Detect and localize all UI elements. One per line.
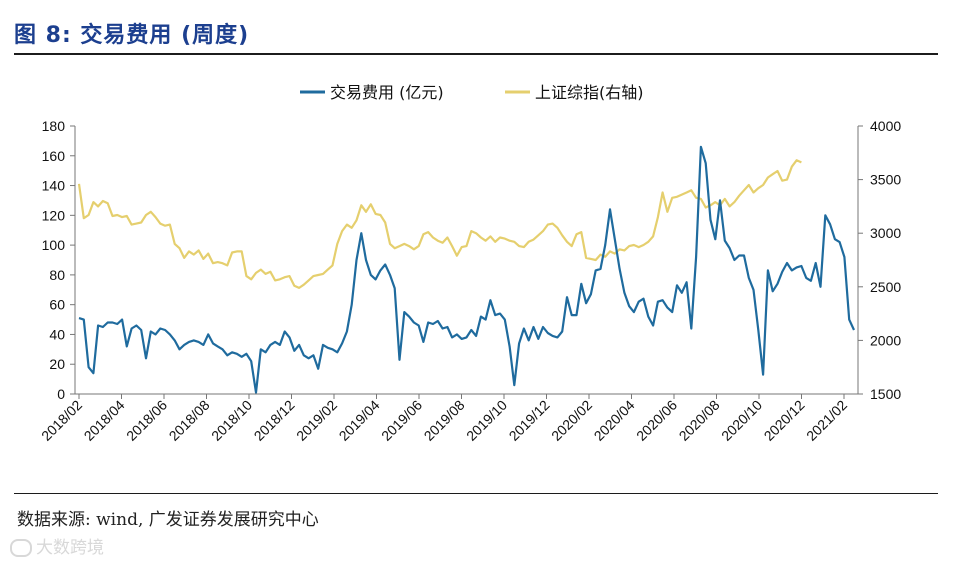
y-left-tick-label: 100 xyxy=(42,237,66,253)
y-right-tick-label: 4000 xyxy=(870,118,901,134)
x-tick-label: 2020/04 xyxy=(591,397,638,444)
x-tick-label: 2019/08 xyxy=(421,397,468,444)
x-tick-label: 2018/06 xyxy=(123,397,170,444)
x-tick-label: 2018/02 xyxy=(38,397,85,444)
footer-divider xyxy=(14,493,938,494)
y-left-tick-label: 60 xyxy=(49,297,65,313)
y-right-tick-label: 3000 xyxy=(870,225,901,241)
legend-label-index: 上证综指(右轴) xyxy=(535,83,644,102)
y-left-tick-label: 180 xyxy=(42,118,66,134)
y-right-tick-label: 1500 xyxy=(870,386,901,402)
series-line-fee xyxy=(78,145,855,394)
y-right-tick-label: 2500 xyxy=(870,279,901,295)
x-tick-label: 2020/08 xyxy=(676,397,723,444)
y-left-tick-label: 140 xyxy=(42,178,66,194)
x-tick-label: 2019/10 xyxy=(463,397,510,444)
title-divider xyxy=(14,53,938,55)
watermark: 大数跨境 xyxy=(10,533,104,558)
axes: 0 20 40 60 80 100 120 140 160 180 1500 2000 2500 3000… xyxy=(38,118,901,444)
watermark-text: 大数跨境 xyxy=(36,538,104,558)
series-line-index xyxy=(77,159,802,289)
source-note: 数据来源: wind, 广发证券发展研究中心 xyxy=(17,510,319,530)
y-left-tick-label: 0 xyxy=(57,386,65,402)
y-left-tick-label: 160 xyxy=(42,148,66,164)
y-left-tick-label: 80 xyxy=(49,267,65,283)
legend: 交易费用 (亿元) 上证综指(右轴) xyxy=(300,83,644,102)
y-right-tick-label: 2000 xyxy=(870,332,901,348)
y-right-tick-label: 3500 xyxy=(870,172,901,188)
x-tick-label: 2020/06 xyxy=(633,397,680,444)
series-layer xyxy=(77,145,855,394)
x-tick-label: 2020/02 xyxy=(548,397,595,444)
page-title: 图 8: 交易费用 (周度) xyxy=(14,23,250,48)
legend-label-fee: 交易费用 (亿元) xyxy=(330,83,444,102)
x-tick-label: 2018/08 xyxy=(166,397,213,444)
y-left-tick-label: 20 xyxy=(49,356,65,372)
x-tick-label: 2020/12 xyxy=(761,397,808,444)
line-chart: 交易费用 (亿元) 上证综指(右轴) 0 20 40 60 80 100 120 140 160… xyxy=(38,83,901,444)
x-tick-label: 2021/02 xyxy=(803,397,850,444)
x-tick-label: 2019/04 xyxy=(336,397,383,444)
x-tick-label: 2018/04 xyxy=(81,397,128,444)
y-left-tick-label: 40 xyxy=(49,326,65,342)
x-tick-label: 2020/10 xyxy=(718,397,765,444)
x-tick-label: 2018/10 xyxy=(208,397,255,444)
x-tick-label: 2019/02 xyxy=(293,397,340,444)
x-tick-label: 2019/06 xyxy=(378,397,425,444)
watermark-logo-icon xyxy=(10,539,32,557)
y-left-tick-label: 120 xyxy=(42,207,66,223)
x-tick-label: 2019/12 xyxy=(506,397,553,444)
x-tick-label: 2018/12 xyxy=(251,397,298,444)
